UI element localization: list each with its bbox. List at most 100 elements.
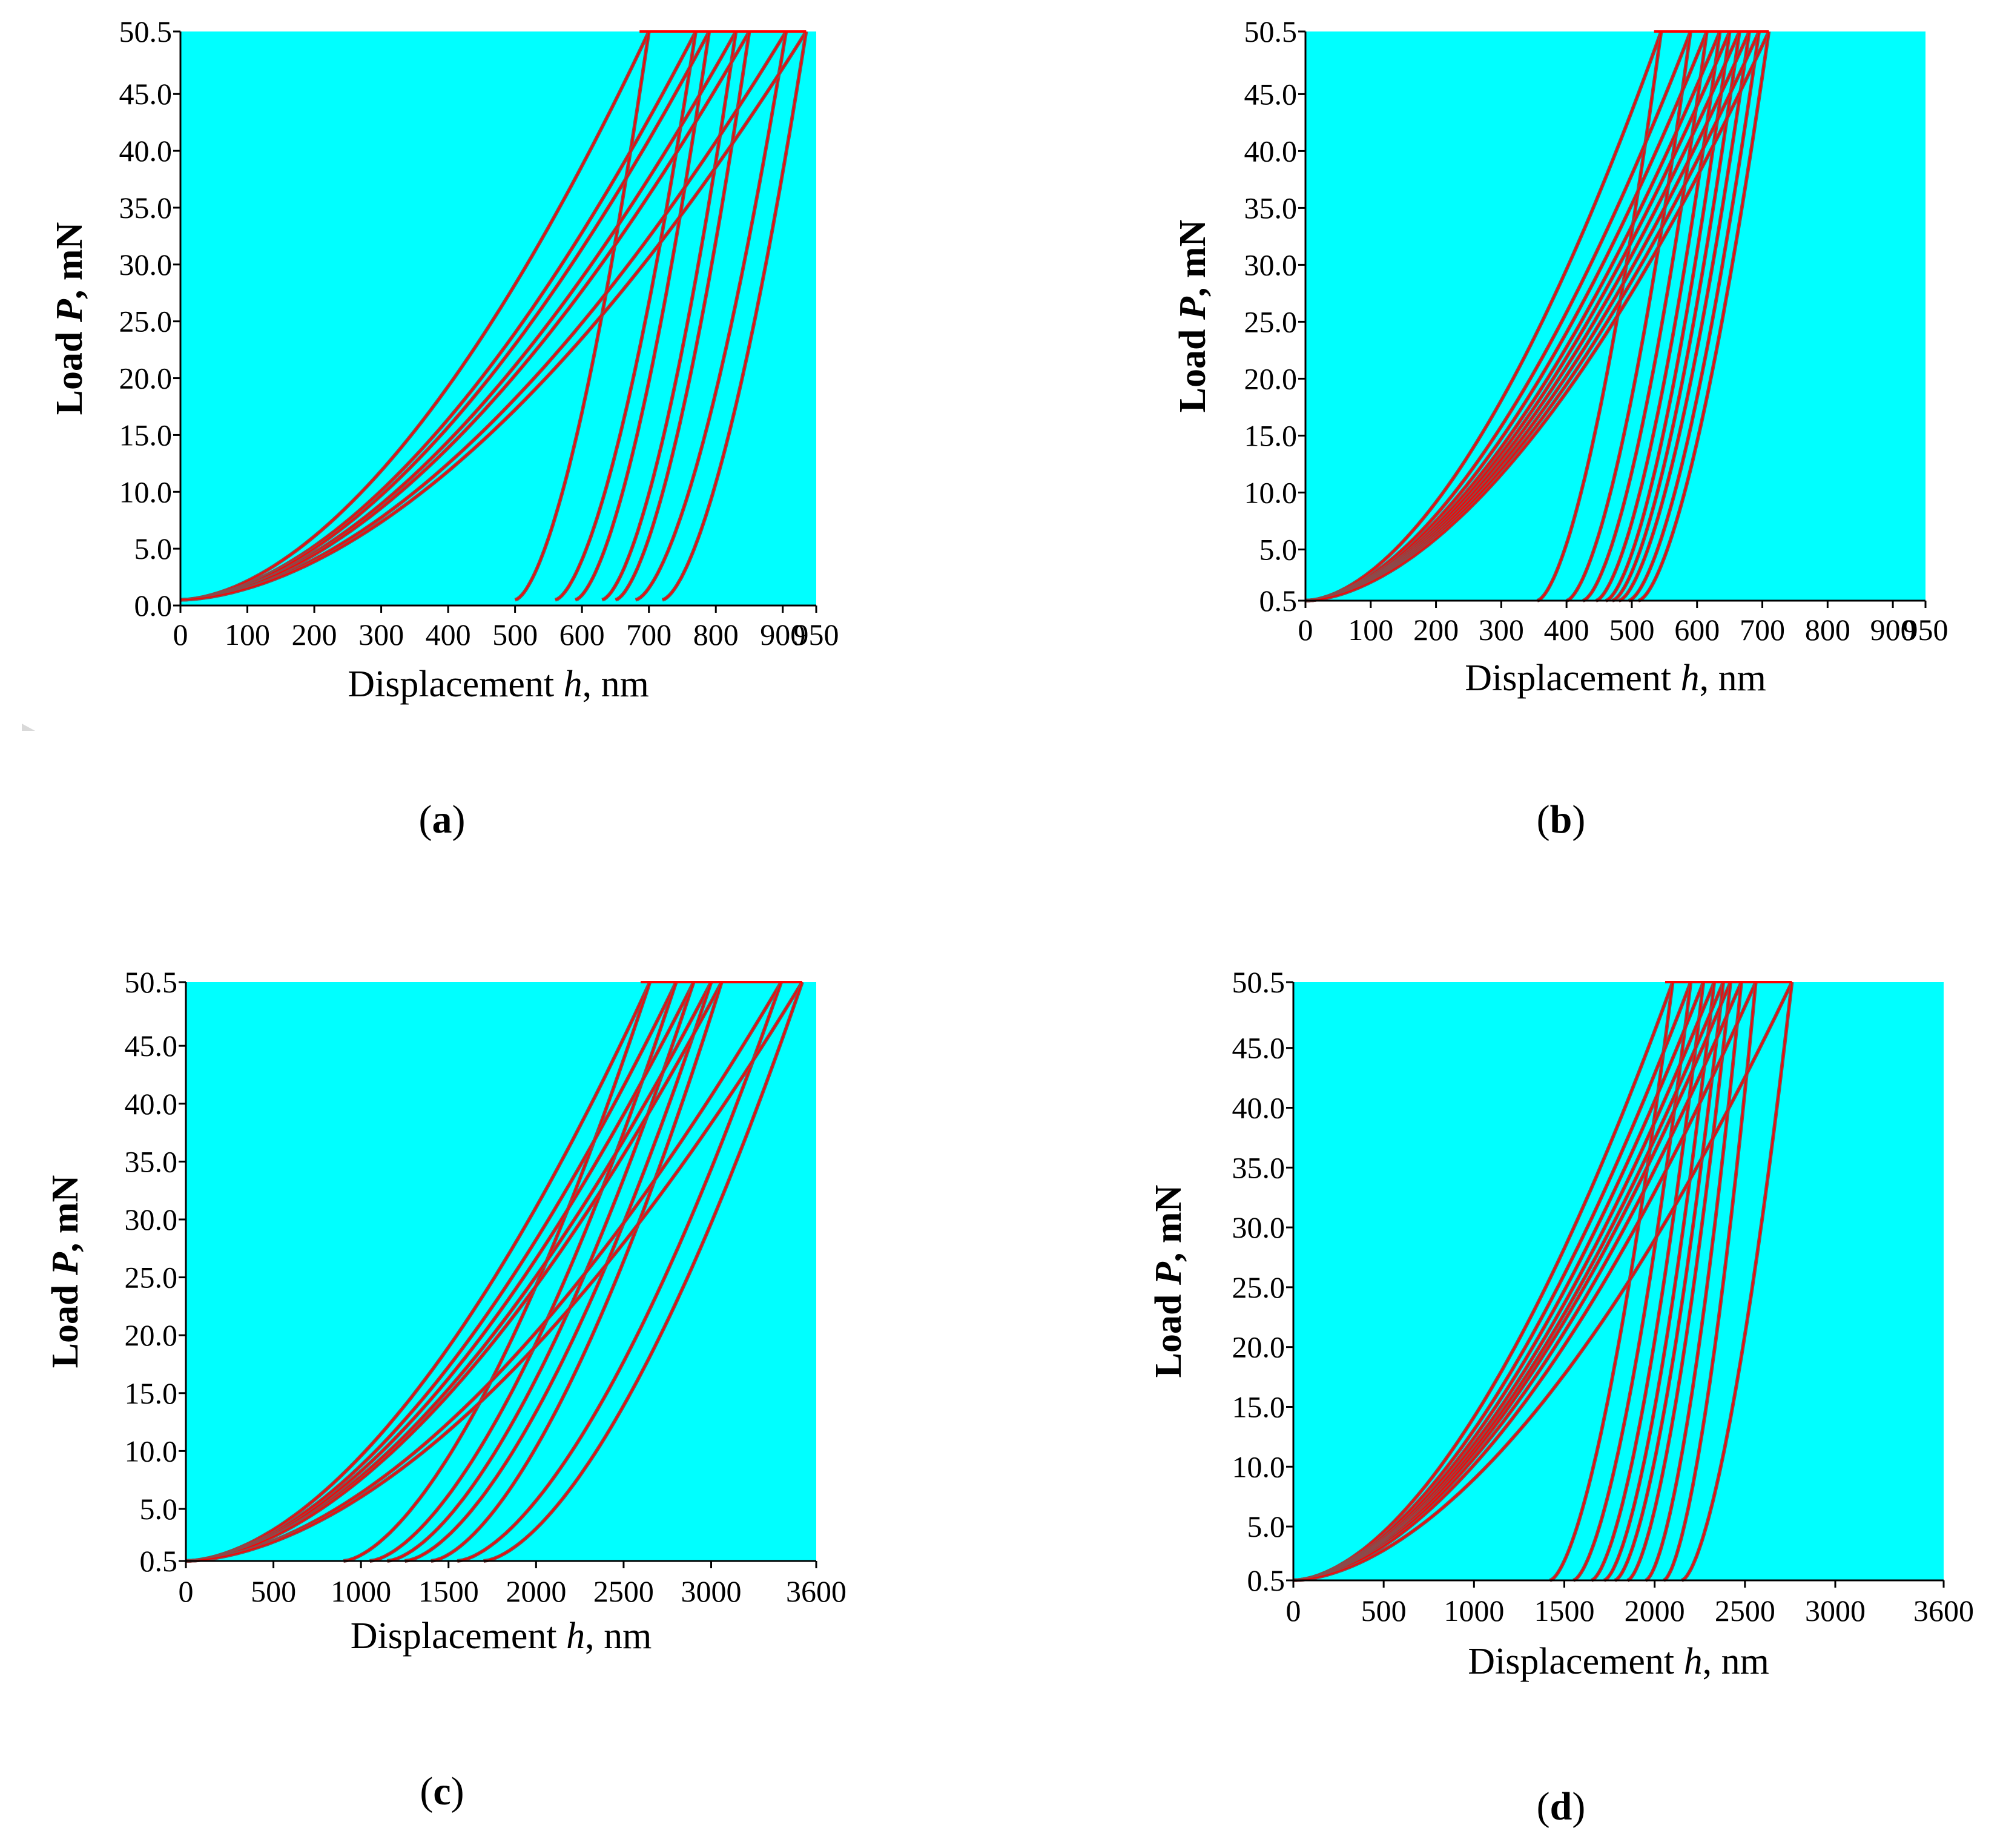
x-tick-label: 2500 (1715, 1594, 1775, 1628)
panel-label: (c) (420, 1769, 464, 1813)
series-indent-5 (180, 30, 751, 602)
y-tick-label: 10.0 (119, 475, 173, 509)
curves (1293, 981, 1794, 1582)
x-tick-label: 500 (251, 1574, 296, 1608)
series-indent-1 (1305, 30, 1663, 602)
unloading-curve (615, 31, 750, 601)
x-tick-label: 200 (292, 618, 337, 652)
y-tick-label: 0.0 (134, 589, 173, 622)
x-tick-label: 0 (179, 1574, 194, 1608)
y-tick-label: 0.5 (1259, 584, 1298, 618)
panel-label: (a) (419, 797, 466, 842)
x-tick-label: 200 (1413, 613, 1459, 647)
series-indent-7 (185, 981, 804, 1563)
chart-panel-c: 0.5 5.0 10.0 15.0 20.0 25.0 30.0 35.0 40.0 45.0 50… (45, 965, 846, 1813)
x-axis-title: Displacement h, nm (1465, 658, 1766, 699)
y-tick-label: 50.5 (119, 15, 173, 48)
y-tick-label: 20.0 (125, 1318, 178, 1352)
unloading-curve (1645, 982, 1742, 1581)
y-tick-label: 15.0 (1232, 1390, 1285, 1424)
x-tick-label: 700 (626, 618, 672, 652)
curves (1305, 30, 1771, 602)
y-tick-label: 45.0 (119, 77, 173, 111)
y-tick-label: 30.0 (1232, 1210, 1285, 1244)
y-tick-label: 30.0 (119, 248, 173, 282)
loading-curve (1305, 31, 1770, 601)
x-tick-label: 800 (693, 618, 739, 652)
unloading-curve (1566, 31, 1691, 601)
unloading-curve (387, 982, 695, 1562)
x-tick-label: 2000 (1625, 1594, 1685, 1628)
loading-curve (180, 31, 650, 601)
unloading-curve (601, 31, 737, 601)
unloading-curve (483, 982, 803, 1562)
unloading-curve (635, 31, 787, 601)
unloading-curve (1663, 982, 1757, 1581)
y-tick-label: 25.0 (1244, 305, 1298, 338)
chart-panel-d: 0.5 5.0 10.0 15.0 20.0 25.0 30.0 35.0 40.0 45.0 50… (1148, 965, 1974, 1829)
unloading-curve (369, 982, 677, 1562)
x-tick-label: 0 (1298, 613, 1313, 647)
unloading-curve (1612, 31, 1740, 601)
loading-curve (185, 982, 722, 1562)
series-indent-8 (1293, 981, 1758, 1582)
loading-curve (180, 31, 710, 601)
y-tick-label: 5.0 (140, 1492, 178, 1526)
x-tick-label: 100 (1348, 613, 1393, 647)
y-tick-label: 50.5 (1244, 15, 1298, 48)
unloading-curve (1628, 31, 1760, 601)
x-tick-label: 3600 (1913, 1594, 1974, 1628)
loading-curve (1293, 982, 1793, 1581)
x-tick-label: 600 (559, 618, 605, 652)
scan-artifact (22, 724, 35, 731)
x-tick-label: 700 (1740, 613, 1785, 647)
series-indent-7 (180, 30, 808, 602)
y-tick-label: 20.0 (119, 361, 173, 395)
x-tick-label: 500 (492, 618, 538, 652)
y-tick-label: 50.5 (1232, 965, 1285, 999)
y-tick-label: 5.0 (1259, 532, 1298, 566)
series-indent-9 (1305, 30, 1771, 602)
y-tick-label: 40.0 (119, 134, 173, 168)
y-tick-label: 15.0 (1244, 418, 1298, 452)
y-tick-label: 45.0 (1244, 77, 1298, 111)
curves (180, 30, 808, 602)
x-tick-label: 3000 (1805, 1594, 1866, 1628)
y-tick-label: 40.0 (125, 1087, 178, 1121)
x-tick-label: 950 (794, 618, 839, 652)
unloading-curve (1582, 31, 1708, 601)
y-tick-label: 5.0 (134, 532, 173, 566)
series-indent-3 (180, 30, 711, 602)
plot-area (1293, 982, 1944, 1580)
y-tick-label: 5.0 (1247, 1510, 1285, 1543)
y-axis-title: Load P, mN (45, 1175, 86, 1368)
x-tick-label: 100 (225, 618, 270, 652)
unloading-curve (457, 982, 782, 1562)
x-tick-label: 1000 (331, 1574, 391, 1608)
y-tick-label: 25.0 (125, 1261, 178, 1295)
x-tick-label: 3000 (681, 1574, 742, 1608)
x-tick-label: 950 (1903, 613, 1949, 647)
loading-curve (185, 982, 651, 1562)
y-tick-label: 25.0 (119, 305, 173, 338)
plot-area (180, 31, 816, 606)
unloading-curve (1549, 982, 1674, 1581)
x-tick-label: 1500 (1534, 1594, 1595, 1628)
y-axis-title: Load P, mN (49, 222, 90, 415)
x-tick-label: 500 (1609, 613, 1654, 647)
unloading-curve (555, 31, 697, 601)
unloading-curve (404, 982, 712, 1562)
unloading-curve (1537, 31, 1662, 601)
x-tick-label: 0 (173, 618, 188, 652)
unloading-curve (1614, 982, 1724, 1581)
y-tick-label: 0.5 (1247, 1563, 1285, 1597)
x-tick-label: 300 (358, 618, 404, 652)
x-tick-label: 1000 (1444, 1594, 1504, 1628)
x-axis-title: Displacement h, nm (351, 1615, 652, 1657)
y-tick-label: 30.0 (125, 1203, 178, 1236)
y-tick-label: 50.5 (125, 965, 178, 999)
y-tick-label: 25.0 (1232, 1270, 1285, 1304)
x-tick-label: 1500 (418, 1574, 479, 1608)
x-tick-label: 3600 (786, 1574, 846, 1608)
unloading-curve (1638, 31, 1770, 601)
